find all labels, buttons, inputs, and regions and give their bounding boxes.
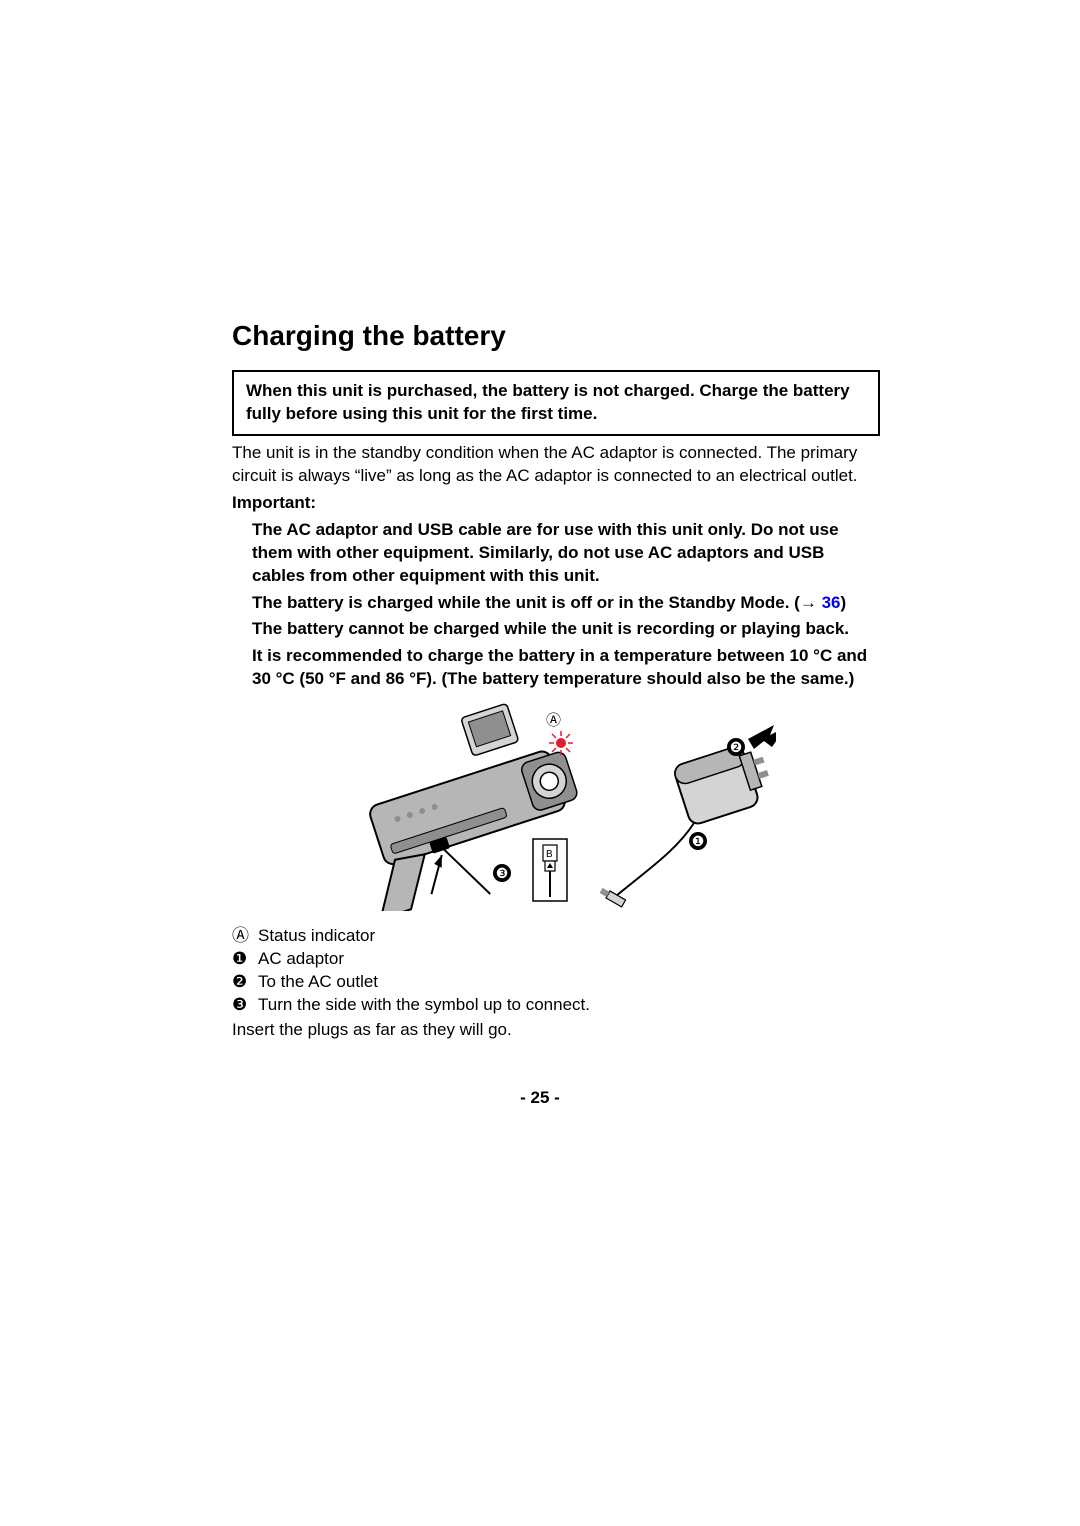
bullet-2-pre: The battery is charged while the unit is… xyxy=(252,593,800,612)
callout-2: ❷ xyxy=(727,738,745,756)
ac-adaptor: ❶ ❷ xyxy=(599,725,776,907)
bullet-2-post: ) xyxy=(840,593,846,612)
notice-box: When this unit is purchased, the battery… xyxy=(232,370,880,436)
legend-row-1: ❶ AC adaptor xyxy=(232,948,880,971)
manual-page: Charging the battery When this unit is p… xyxy=(0,0,1080,1526)
legend-row-2: ❷ To the AC outlet xyxy=(232,971,880,994)
legend-row-A: Ⓐ Status indicator xyxy=(232,925,880,948)
bullet-2: The battery is charged while the unit is… xyxy=(252,592,880,615)
page-xref-36[interactable]: 36 xyxy=(822,593,841,612)
legend-text-A: Status indicator xyxy=(258,925,375,948)
svg-text:❷: ❷ xyxy=(730,739,743,755)
bullet-4: It is recommended to charge the battery … xyxy=(252,645,880,691)
svg-text:❶: ❶ xyxy=(692,833,705,849)
insert-plugs-note: Insert the plugs as far as they will go. xyxy=(232,1019,880,1042)
callout-1: ❶ xyxy=(689,832,707,850)
important-label: Important: xyxy=(232,492,880,515)
legend-sym-1: ❶ xyxy=(232,948,258,971)
legend-sym-3: ❸ xyxy=(232,994,258,1017)
standby-paragraph: The unit is in the standby condition whe… xyxy=(232,442,880,488)
to-ac-outlet-arrow xyxy=(748,725,776,749)
legend-text-1: AC adaptor xyxy=(258,948,344,971)
usb-b-label: B xyxy=(546,849,553,860)
legend-text-3: Turn the side with the symbol up to conn… xyxy=(258,994,590,1017)
legend-sym-A: Ⓐ xyxy=(232,925,258,948)
bullet-2-arrow: → xyxy=(800,593,817,612)
charging-diagram: Ⓐ B ❸ xyxy=(336,701,776,911)
usb-symbol-inset: B xyxy=(533,839,567,901)
bullet-3: The battery cannot be charged while the … xyxy=(252,618,880,641)
legend-text-2: To the AC outlet xyxy=(258,971,378,994)
callout-A: Ⓐ xyxy=(546,712,561,729)
legend-row-3: ❸ Turn the side with the symbol up to co… xyxy=(232,994,880,1017)
section-heading: Charging the battery xyxy=(232,320,880,352)
bullet-1: The AC adaptor and USB cable are for use… xyxy=(252,519,880,588)
legend-sym-2: ❷ xyxy=(232,971,258,994)
svg-text:❸: ❸ xyxy=(496,865,509,881)
callout-3: ❸ xyxy=(493,864,511,882)
status-led-icon xyxy=(549,731,573,755)
figure-legend: Ⓐ Status indicator ❶ AC adaptor ❷ To the… xyxy=(232,925,880,1017)
page-number: - 25 - xyxy=(0,1088,1080,1108)
important-bullets: The AC adaptor and USB cable are for use… xyxy=(232,519,880,692)
